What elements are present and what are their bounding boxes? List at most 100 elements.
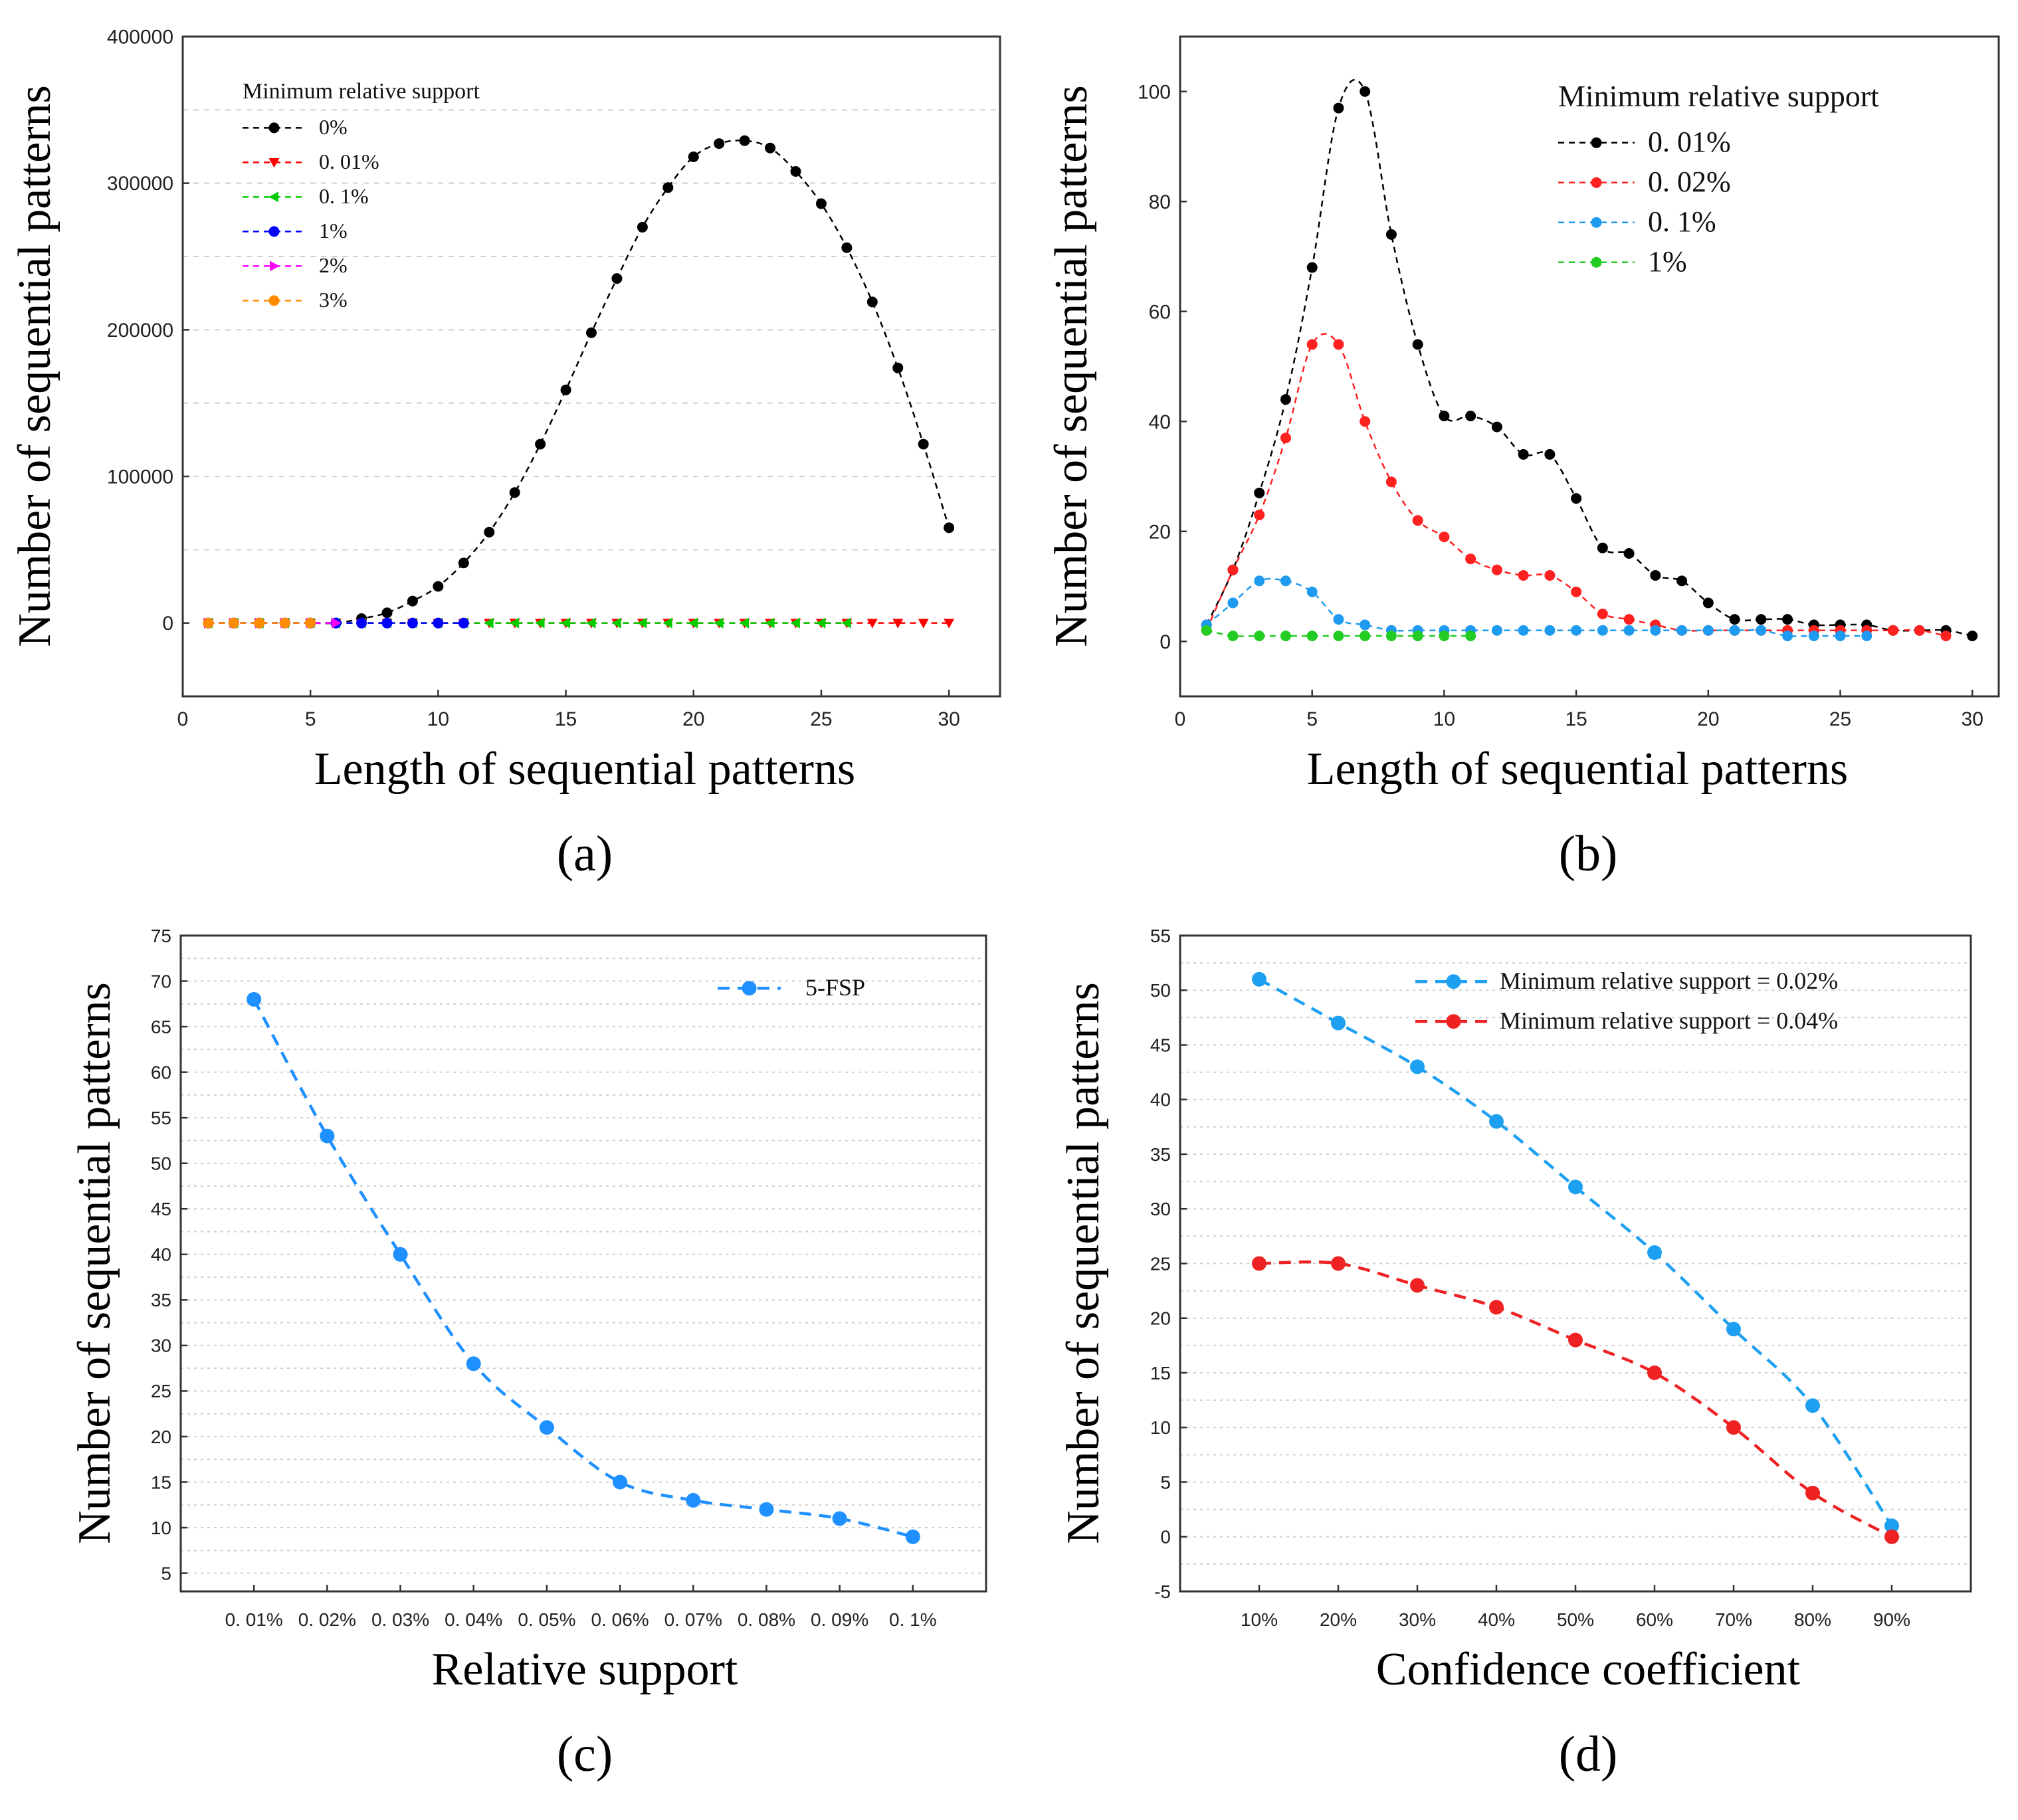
data-point [611,273,623,284]
data-point [866,619,878,629]
x-tick-label: 25 [810,708,832,730]
x-tick-label: 30 [1962,708,1983,730]
plot-frame [1179,35,2000,698]
data-point [539,1420,554,1435]
x-tick-label: 0. 08% [738,1609,795,1630]
data-point [484,617,494,629]
data-point [790,166,801,177]
plot-frame [179,934,987,1593]
x-axis-title: Length of sequential patterns [1307,744,1848,795]
data-point [892,362,904,373]
x-axis-title: Length of sequential patterns [314,744,855,795]
x-tick-label: 10 [1433,708,1455,730]
data-point [1884,1529,1899,1544]
data-point [1650,625,1661,636]
y-tick-label: 40 [151,1245,171,1265]
y-tick-label: 20 [1149,521,1171,543]
data-point [918,619,929,629]
y-tick-label: 30 [1150,1199,1171,1219]
y-tick-label: 50 [151,1154,171,1174]
data-point [892,619,904,629]
y-tick-label: 100000 [107,466,173,488]
data-point [832,1511,847,1526]
data-point [356,617,367,629]
data-point [662,617,672,629]
legend-marker [268,191,278,203]
x-tick-label: 5 [305,708,316,730]
series-0 [247,991,920,1544]
data-point [466,1356,481,1371]
y-tick-label: 75 [151,926,171,946]
data-point [433,617,444,629]
data-point [790,617,800,629]
data-point [1518,625,1529,636]
y-tick-label: 45 [151,1199,171,1219]
data-point [1491,625,1502,636]
legend-marker [268,122,280,134]
data-point [586,617,596,629]
x-tick-label: 0. 02% [298,1609,356,1630]
data-point [1412,515,1423,526]
data-point [1252,971,1266,987]
data-point [393,1247,408,1262]
data-point [1412,339,1423,350]
x-tick-label: 0. 01% [225,1609,283,1630]
data-point [332,617,342,629]
data-point [1306,262,1318,273]
data-point [688,151,699,162]
data-point [1571,493,1582,504]
x-tick-label: 15 [555,708,577,730]
x-tick-label: 20% [1320,1609,1357,1630]
data-point [1333,339,1344,350]
data-point [1306,630,1318,641]
data-point [866,296,878,308]
data-point [1729,625,1740,636]
data-point [1726,1322,1741,1337]
x-tick-label: 0. 05% [518,1609,575,1630]
data-point [1385,630,1397,641]
panel-label: (c) [557,1726,613,1782]
data-point [1756,625,1767,636]
data-point [1544,449,1556,460]
y-tick-label: 60 [1149,301,1171,323]
data-point [1306,339,1318,350]
y-tick-label: 20 [151,1427,171,1447]
data-point [1884,1518,1899,1534]
data-point [688,617,698,629]
data-point [1360,630,1371,641]
data-point [765,142,776,153]
data-point [944,522,955,534]
data-point [560,384,571,395]
data-point [484,526,495,538]
data-point [228,617,239,629]
data-point [1333,630,1344,641]
x-tick-label: 0. 1% [889,1609,937,1630]
data-point [1568,1179,1583,1195]
data-point [1914,625,1925,636]
data-point [1465,410,1476,421]
data-point [918,439,929,450]
data-point [509,487,520,498]
x-axis-title: Relative support [432,1644,738,1695]
data-point [1726,1420,1741,1435]
data-point [1623,548,1635,559]
x-tick-label: 10% [1241,1609,1278,1630]
data-point [662,182,674,193]
panel-label: (d) [1559,1726,1618,1782]
y-tick-label: 400000 [107,27,173,49]
y-tick-label: 0 [1160,1527,1171,1548]
data-point [1861,630,1872,641]
data-point [1201,625,1212,636]
data-point [637,617,647,629]
y-tick-label: 15 [1150,1363,1171,1383]
data-point [1647,1245,1662,1261]
series-5 [203,617,316,629]
data-point [1597,625,1608,636]
y-tick-label: 10 [151,1518,171,1538]
data-point [613,1474,628,1490]
data-point [1967,630,1978,641]
data-point [1333,102,1344,114]
series-line [1258,977,1893,1527]
data-point [841,617,851,629]
